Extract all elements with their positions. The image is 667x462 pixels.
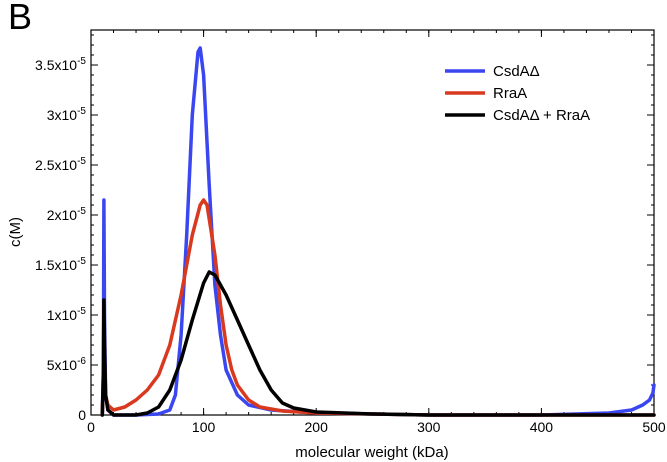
x-tick-label: 0 (87, 419, 95, 435)
y-tick-label: 3x10-5 (47, 106, 87, 123)
legend: CsdAΔ RraA CsdAΔ + RraA (445, 63, 590, 124)
y-tick-label: 2.5x10-5 (35, 156, 86, 173)
y-tick-label: 1.5x10-5 (35, 256, 86, 273)
series-line-3 (100, 270, 656, 417)
plot-frame (90, 29, 655, 416)
y-tick-label: 3.5x10-5 (35, 56, 86, 73)
x-tick-label: 400 (530, 419, 554, 435)
y-axis-label: c(M) (7, 217, 24, 247)
y-tick-label: 5x10-6 (47, 356, 87, 373)
x-tick-label: 100 (192, 419, 216, 435)
series-line-2 (100, 198, 656, 417)
y-tick-label: 1x10-5 (47, 306, 87, 323)
series-group (100, 46, 656, 417)
legend-label-3: CsdAΔ + RraA (493, 107, 590, 124)
x-tick-label: 300 (417, 419, 441, 435)
legend-label-2: RraA (493, 85, 527, 102)
y-tick-label: 2x10-5 (47, 206, 87, 223)
legend-label-1: CsdAΔ (493, 63, 540, 80)
panel-label: B (8, 0, 33, 37)
series-line-1 (100, 46, 656, 417)
x-axis-label: molecular weight (kDa) (295, 444, 448, 461)
axes: 0 100 200 300 400 500 0 5x10-6 1x10-5 1.5x10-5 2x1… (35, 29, 666, 435)
x-tick-label: 200 (305, 419, 329, 435)
y-tick-label: 0 (78, 407, 86, 423)
x-tick-label: 500 (642, 419, 666, 435)
